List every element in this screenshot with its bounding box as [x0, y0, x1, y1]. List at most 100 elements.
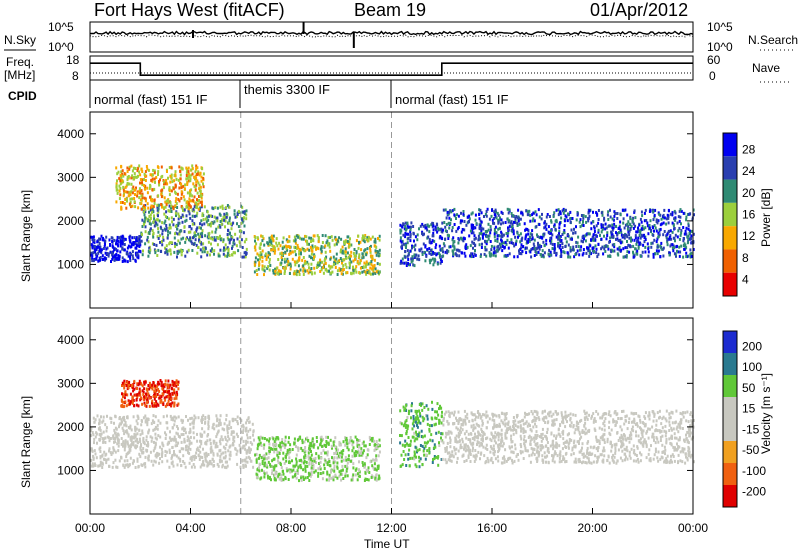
velocity-echo-2-288: [273, 473, 276, 477]
power-echo-0-175: [130, 242, 133, 246]
velocity-echo-2-16: [288, 436, 290, 440]
power-echo-2-365: [128, 165, 131, 169]
power-echo-2-88: [170, 173, 173, 177]
velocity-echo-2-429: [338, 443, 341, 447]
power-echo-4-190: [400, 245, 403, 249]
power-echo-5-198: [529, 232, 532, 236]
velocity-echo-2-453: [339, 443, 342, 447]
velocity-echo-0-401: [108, 447, 111, 451]
power-echo-3-291: [325, 241, 328, 245]
power-echo-3-578: [293, 272, 296, 276]
velocity-echo-1-191: [132, 399, 135, 402]
velocity-echo-0-689: [123, 423, 126, 427]
power-echo-5-1042: [444, 237, 447, 241]
power-echo-4-109: [422, 224, 425, 228]
velocity-echo-0-23: [234, 447, 237, 451]
power-echo-2-284: [198, 189, 201, 193]
power-echo-5-213: [446, 251, 449, 255]
power-echo-4-188: [400, 259, 403, 263]
power-echo-5-850: [639, 254, 642, 258]
velocity-echo-1-168: [136, 387, 138, 390]
power-echo-5-715: [501, 241, 504, 245]
velocity-echo-0-246: [247, 416, 250, 420]
power-echo-5-233: [667, 216, 670, 220]
power-echo-3-446: [313, 253, 316, 257]
velocity-echo-0-411: [235, 452, 238, 456]
velocity-echo-2-138: [307, 449, 310, 453]
velocity-echo-0-27: [177, 456, 180, 460]
power-echo-1-464: [144, 242, 147, 246]
power-echo-5-158: [555, 235, 558, 239]
velocity-echo-2-212: [368, 435, 371, 439]
power-echo-3-443: [331, 270, 334, 274]
velocity-echo-2-20: [338, 451, 341, 455]
velocity-echo-0-362: [147, 454, 150, 458]
power-echo-2-353: [141, 181, 143, 185]
velocity-echo-0-46: [201, 433, 204, 437]
power-echo-1-62: [181, 220, 184, 224]
power-echo-2-296: [118, 189, 121, 193]
velocity-echo-1-129: [133, 404, 136, 407]
power-echo-0-200: [136, 253, 139, 257]
power-echo-1-499: [201, 214, 204, 218]
power-echo-5-970: [595, 224, 598, 228]
power-echo-3-201: [344, 253, 347, 257]
power-echo-3-54: [277, 258, 280, 261]
power-echo-5-1135: [521, 236, 524, 240]
velocity-echo-0-310: [126, 442, 129, 446]
power-echo-1-116: [144, 210, 147, 214]
power-echo-4-45: [421, 222, 424, 226]
power-echo-5-1189: [462, 212, 465, 216]
velocity-echo-0-505: [171, 460, 174, 464]
power-echo-1-503: [147, 254, 150, 258]
power-echo-2-416: [140, 194, 143, 198]
power-echo-5-557: [578, 253, 581, 257]
velocity-echo-1-209: [159, 399, 162, 403]
velocity-echo-0-700: [92, 457, 95, 461]
velocity-echo-1-264: [169, 392, 171, 396]
velocity-echo-1-58: [143, 387, 146, 391]
power-echo-5-730: [542, 240, 545, 244]
power-echo-5-455: [559, 212, 562, 216]
power-echo-3-448: [375, 270, 378, 274]
velocity-echo-0-67: [236, 449, 239, 453]
power-echo-5-220: [491, 208, 493, 212]
power-echo-5-795: [587, 249, 590, 253]
power-echo-1-142: [217, 254, 220, 258]
velocity-echo-3-81: [410, 416, 412, 420]
power-echo-2-14: [200, 196, 203, 200]
velocity-echo-2-455: [374, 458, 376, 462]
power-echo-2-116: [128, 191, 131, 195]
velocity-echo-0-149: [242, 425, 245, 429]
velocity-echo-0-741: [189, 422, 192, 426]
velocity-echo-2-183: [337, 454, 340, 458]
velocity-echo-0-279: [123, 465, 126, 469]
velocity-echo-2-252: [268, 437, 271, 441]
power-echo-4-1: [401, 261, 404, 265]
power-echo-5-1122: [629, 227, 632, 231]
power-echo-2-389: [196, 166, 199, 170]
power-echo-1-79: [144, 225, 147, 229]
velocity-echo-0-666: [212, 464, 215, 468]
power-echo-5-1180: [514, 216, 517, 220]
velocity-echo-2-362: [351, 478, 354, 482]
velocity-echo-2-549: [301, 449, 304, 453]
power-echo-5-749: [635, 230, 638, 234]
power-echo-2-221: [170, 204, 173, 208]
power-echo-4-80: [405, 261, 408, 265]
power-echo-5-733: [561, 209, 564, 213]
velocity-echo-0-760: [99, 450, 102, 453]
power-echo-2-268: [168, 189, 171, 193]
power-echo-0-136: [119, 239, 122, 243]
power-echo-1-106: [209, 253, 211, 257]
velocity-echo-2-376: [345, 438, 348, 442]
velocity-echo-2-536: [345, 464, 348, 468]
velocity-echo-0-590: [173, 415, 176, 419]
power-echo-2-375: [151, 177, 154, 181]
velocity-echo-0-344: [93, 437, 96, 441]
velocity-echo-1-260: [146, 397, 148, 401]
power-echo-5-941: [479, 255, 482, 258]
power-echo-5-793: [613, 243, 616, 246]
power-echo-5-578: [590, 221, 593, 225]
